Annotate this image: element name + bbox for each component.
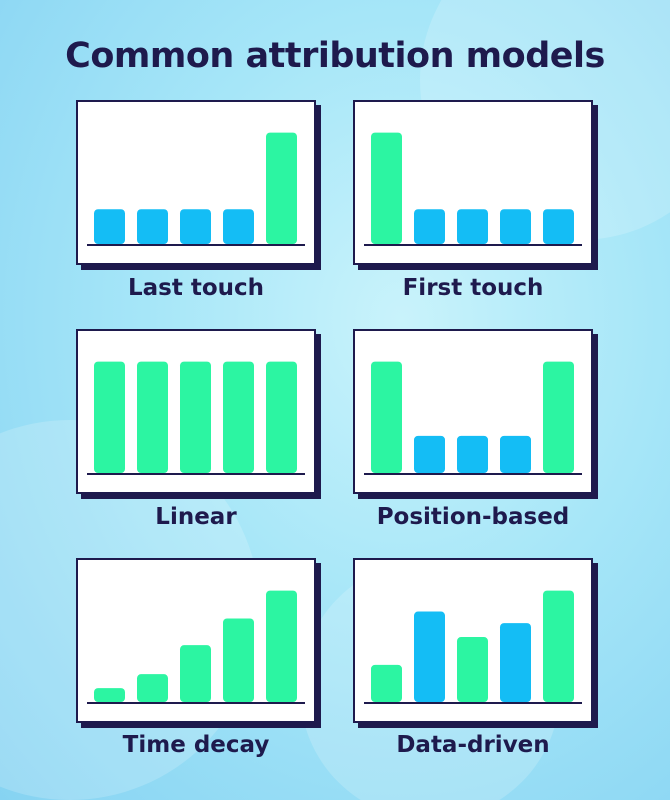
page-title: Common attribution models	[65, 36, 605, 76]
chart-label-time-decay: Time decay	[122, 732, 270, 758]
bar-2	[137, 674, 168, 702]
bar-1	[94, 209, 125, 244]
chart-card-last-touch	[76, 100, 321, 270]
card-panel	[76, 100, 316, 265]
chart-card-position-based	[353, 329, 598, 499]
bar-chart-first-touch	[364, 132, 582, 246]
chart-card-data-driven	[353, 558, 598, 728]
bar-3	[180, 645, 211, 702]
chart-label-position-based: Position-based	[376, 504, 570, 530]
chart-label-linear: Linear	[155, 504, 237, 530]
bar-1	[94, 688, 125, 702]
bar-4	[500, 209, 531, 244]
bar-chart-data-driven	[364, 590, 582, 704]
bar-2	[137, 209, 168, 244]
bar-chart-position-based	[364, 361, 582, 475]
bar-2	[137, 361, 168, 473]
bar-2	[414, 209, 445, 244]
bar-5	[266, 590, 297, 702]
bar-1	[371, 132, 402, 244]
bar-chart-time-decay	[87, 590, 305, 704]
bar-4	[223, 618, 254, 702]
bar-chart-linear	[87, 361, 305, 475]
bar-5	[543, 361, 574, 473]
chart-card-time-decay	[76, 558, 321, 728]
bar-5	[266, 361, 297, 473]
card-panel	[76, 558, 316, 723]
bar-chart-last-touch	[87, 132, 305, 246]
bar-4	[500, 435, 531, 473]
chart-card-first-touch	[353, 100, 598, 270]
card-panel	[353, 100, 593, 265]
bar-2	[414, 611, 445, 702]
chart-card-linear	[76, 329, 321, 499]
chart-label-last-touch: Last touch	[127, 275, 265, 301]
card-panel	[353, 558, 593, 723]
card-panel	[353, 329, 593, 494]
bar-1	[371, 361, 402, 473]
bar-4	[223, 361, 254, 473]
bar-3	[457, 209, 488, 244]
bar-1	[371, 664, 402, 702]
bar-1	[94, 361, 125, 473]
bar-3	[180, 361, 211, 473]
bar-4	[500, 623, 531, 702]
bar-5	[543, 590, 574, 702]
bar-3	[180, 209, 211, 244]
chart-label-data-driven: Data-driven	[396, 732, 550, 758]
chart-label-first-touch: First touch	[402, 275, 544, 301]
bar-3	[457, 637, 488, 702]
bar-5	[266, 132, 297, 244]
card-panel	[76, 329, 316, 494]
bar-2	[414, 435, 445, 473]
bar-4	[223, 209, 254, 244]
bar-3	[457, 435, 488, 473]
bar-5	[543, 209, 574, 244]
